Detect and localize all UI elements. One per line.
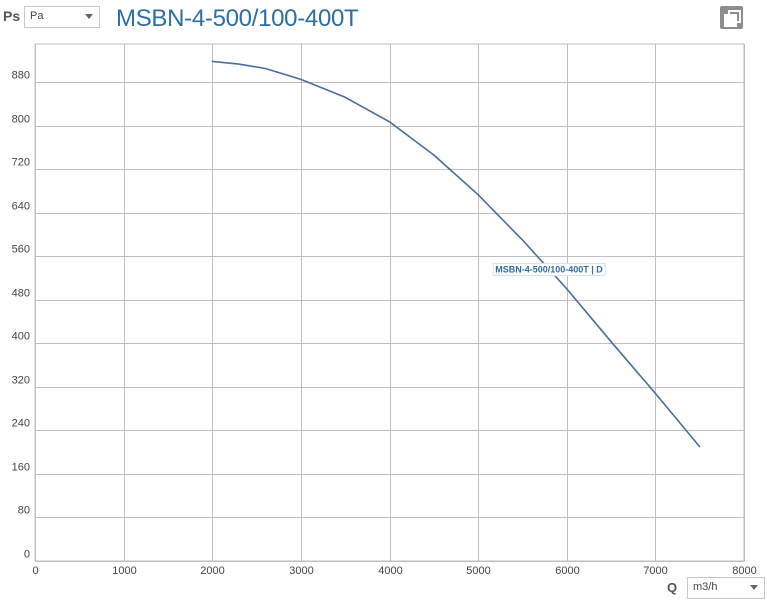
x-tick-label: 3000 — [289, 565, 313, 577]
y-tick-label: 400 — [12, 331, 30, 343]
y-tick-label: 880 — [12, 70, 30, 82]
x-tick-label: 0 — [32, 565, 38, 577]
x-tick-label: 1000 — [112, 565, 136, 577]
series-label-box — [492, 263, 606, 277]
data-point — [610, 341, 612, 343]
x-axis-title: Q — [667, 580, 678, 595]
chart-title: MSBN-4-500/100-400T — [116, 5, 359, 32]
chevron-down-icon — [750, 585, 758, 590]
data-point — [521, 239, 524, 241]
data-point — [388, 121, 391, 123]
x-tick-label: 5000 — [466, 565, 490, 577]
chart-grid — [34, 43, 745, 562]
data-point — [477, 194, 479, 196]
x-tick-label: 7000 — [643, 565, 667, 577]
data-point — [699, 446, 701, 448]
pressure-unit-select[interactable]: Pa — [24, 6, 100, 28]
series-labels: MSBN-4-500/100-400T | D — [492, 263, 606, 277]
series-label: MSBN-4-500/100-400T | D — [495, 265, 603, 275]
pressure-unit-value: Pa — [30, 10, 44, 22]
y-tick-label: 640 — [12, 201, 30, 213]
data-point — [238, 63, 240, 65]
x-tick-label: 2000 — [200, 565, 224, 577]
y-tick-label: 320 — [12, 375, 30, 387]
data-point — [654, 392, 656, 394]
data-point — [300, 78, 302, 80]
x-tick-label: 8000 — [732, 565, 756, 577]
y-tick-label: 480 — [12, 288, 30, 300]
copy-icon[interactable] — [720, 6, 743, 29]
y-tick-label: 720 — [12, 157, 30, 169]
chevron-down-icon — [85, 14, 93, 19]
flow-unit-select[interactable]: m3/h — [687, 577, 765, 599]
flow-unit-value: m3/h — [693, 581, 718, 593]
y-tick-label: 160 — [12, 462, 30, 474]
data-point — [264, 67, 267, 70]
y-tick-labels: 0 80 160 240 320 400 480 560 640 720 800 880 — [12, 70, 30, 561]
y-tick-label: 80 — [18, 505, 30, 517]
series-line — [212, 60, 701, 448]
data-point — [344, 96, 346, 98]
data-point — [566, 288, 568, 290]
x-tick-label: 4000 — [378, 565, 402, 577]
x-tick-label: 6000 — [555, 565, 579, 577]
y-axis-title: Ps — [3, 8, 21, 24]
series-curves — [211, 60, 701, 448]
y-tick-label: 560 — [12, 244, 30, 256]
data-point — [211, 60, 213, 63]
x-tick-labels: 0 1000 2000 3000 4000 5000 6000 7000 8000 — [32, 565, 756, 577]
y-tick-label: 800 — [12, 114, 30, 126]
y-tick-label: 0 — [24, 549, 30, 561]
data-point — [433, 154, 435, 156]
y-tick-label: 240 — [12, 418, 30, 430]
